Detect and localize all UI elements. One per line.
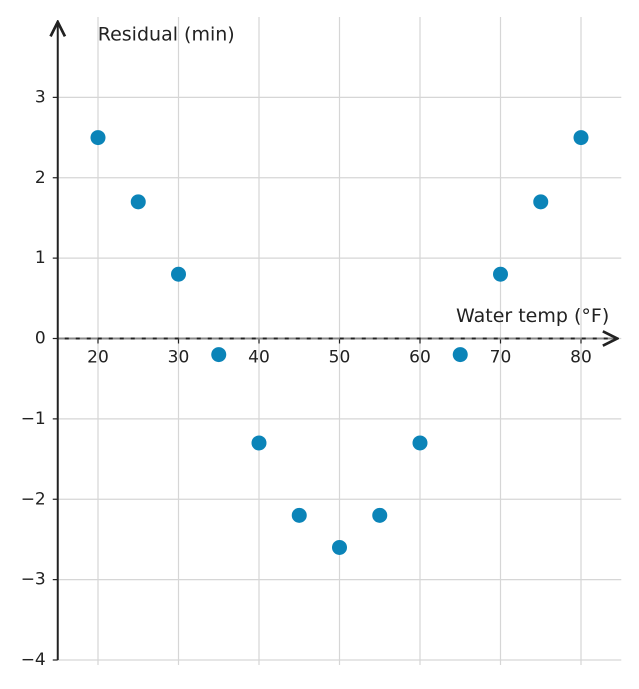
x-axis-label: Water temp (°F) [456, 305, 609, 327]
point [171, 266, 186, 282]
y-tick-label: −3 [21, 570, 46, 590]
point [493, 266, 508, 282]
x-tick-label: 40 [248, 348, 270, 368]
y-tick-label: 1 [35, 248, 46, 268]
point [573, 130, 589, 146]
point [452, 347, 468, 363]
y-tick-label: 3 [35, 87, 46, 107]
x-tick-label: 20 [87, 348, 109, 368]
point [412, 435, 428, 451]
point [211, 347, 227, 363]
point [90, 130, 106, 146]
x-tick-label: 60 [409, 348, 431, 368]
y-tick-label: −2 [21, 489, 46, 509]
y-tick-label: −4 [21, 650, 46, 670]
point [533, 194, 549, 210]
y-tick-label: 0 [35, 329, 46, 349]
point [251, 435, 267, 451]
point [130, 194, 146, 210]
x-tick-label: 80 [570, 348, 592, 368]
x-tick-label: 30 [168, 348, 190, 368]
foreground: 20 30 40 50 60 70 80 −4 −3 −2 −1 0 1 2 3 Residual (min)… [21, 22, 618, 670]
y-tick-label: −1 [21, 409, 46, 429]
y-axis-label: Residual (min) [98, 24, 235, 46]
x-tick-label: 50 [329, 348, 351, 368]
y-tick-label: 2 [35, 168, 46, 188]
x-tick-label: 70 [490, 348, 512, 368]
point [332, 539, 347, 555]
point [372, 507, 388, 523]
point [291, 507, 307, 523]
